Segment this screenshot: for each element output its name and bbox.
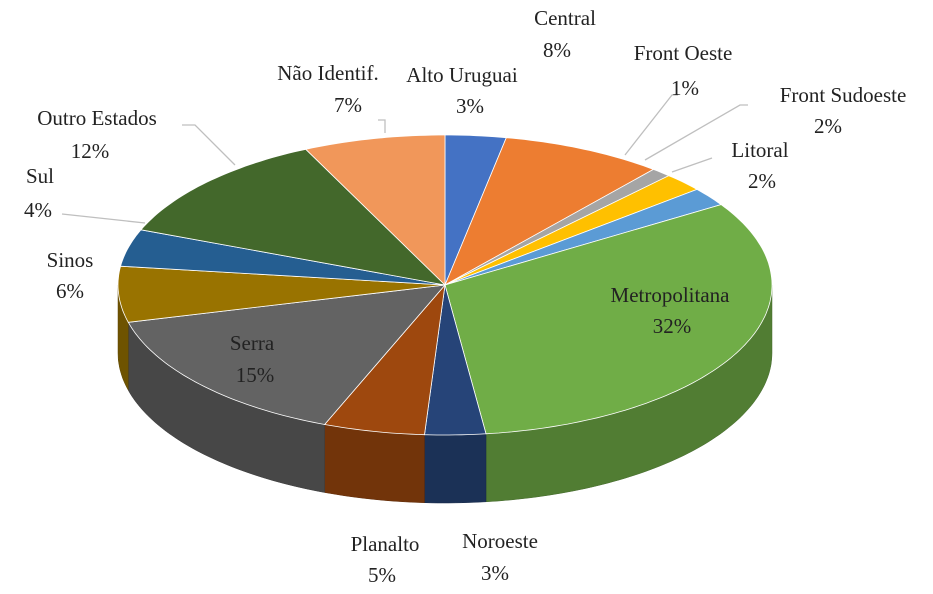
leader-line xyxy=(61,213,146,224)
slice-label: Central xyxy=(534,6,596,30)
leader-line xyxy=(671,157,713,173)
value-label: 5% xyxy=(368,563,396,587)
pie-slice xyxy=(140,148,447,286)
pie-slice-side xyxy=(424,433,487,504)
pie-slice xyxy=(444,188,723,286)
pie-slice-side xyxy=(324,424,425,503)
pie-slice xyxy=(127,284,446,425)
value-label: 6% xyxy=(56,279,84,303)
slice-label: Não Identif. xyxy=(277,61,378,85)
value-label: 12% xyxy=(71,139,110,163)
value-label: 3% xyxy=(481,561,509,585)
value-label: 4% xyxy=(24,198,52,222)
pie-slice xyxy=(117,265,446,323)
value-label: 7% xyxy=(334,93,362,117)
value-label: 32% xyxy=(653,314,692,338)
value-label: 1% xyxy=(671,76,699,100)
slice-label: Outro Estados xyxy=(37,106,157,130)
value-label: 2% xyxy=(814,114,842,138)
value-label: 3% xyxy=(456,94,484,118)
slice-label: Metropolitana xyxy=(611,283,731,307)
leader-line xyxy=(378,119,386,133)
pie-slice xyxy=(304,134,446,286)
leader-line xyxy=(624,94,678,156)
slice-label: Serra xyxy=(230,331,275,355)
pie-slice xyxy=(444,137,655,286)
slice-label: Planalto xyxy=(351,532,420,556)
slice-label: Front Oeste xyxy=(634,41,733,65)
value-label: 8% xyxy=(543,38,571,62)
leader-line xyxy=(644,104,748,161)
pie-slice xyxy=(444,204,773,435)
value-label: 2% xyxy=(748,169,776,193)
value-label: 15% xyxy=(236,363,275,387)
slice-label: Sul xyxy=(26,164,54,188)
slice-label: Litoral xyxy=(731,138,788,162)
pie-slice xyxy=(120,229,446,286)
leader-line xyxy=(182,124,236,166)
pie-slice xyxy=(444,175,698,286)
slice-label: Noroeste xyxy=(462,529,538,553)
slice-label: Sinos xyxy=(47,248,94,272)
pie-slice xyxy=(323,283,446,436)
slice-label: Front Sudoeste xyxy=(780,83,907,107)
slice-label: Alto Uruguai xyxy=(406,63,518,87)
